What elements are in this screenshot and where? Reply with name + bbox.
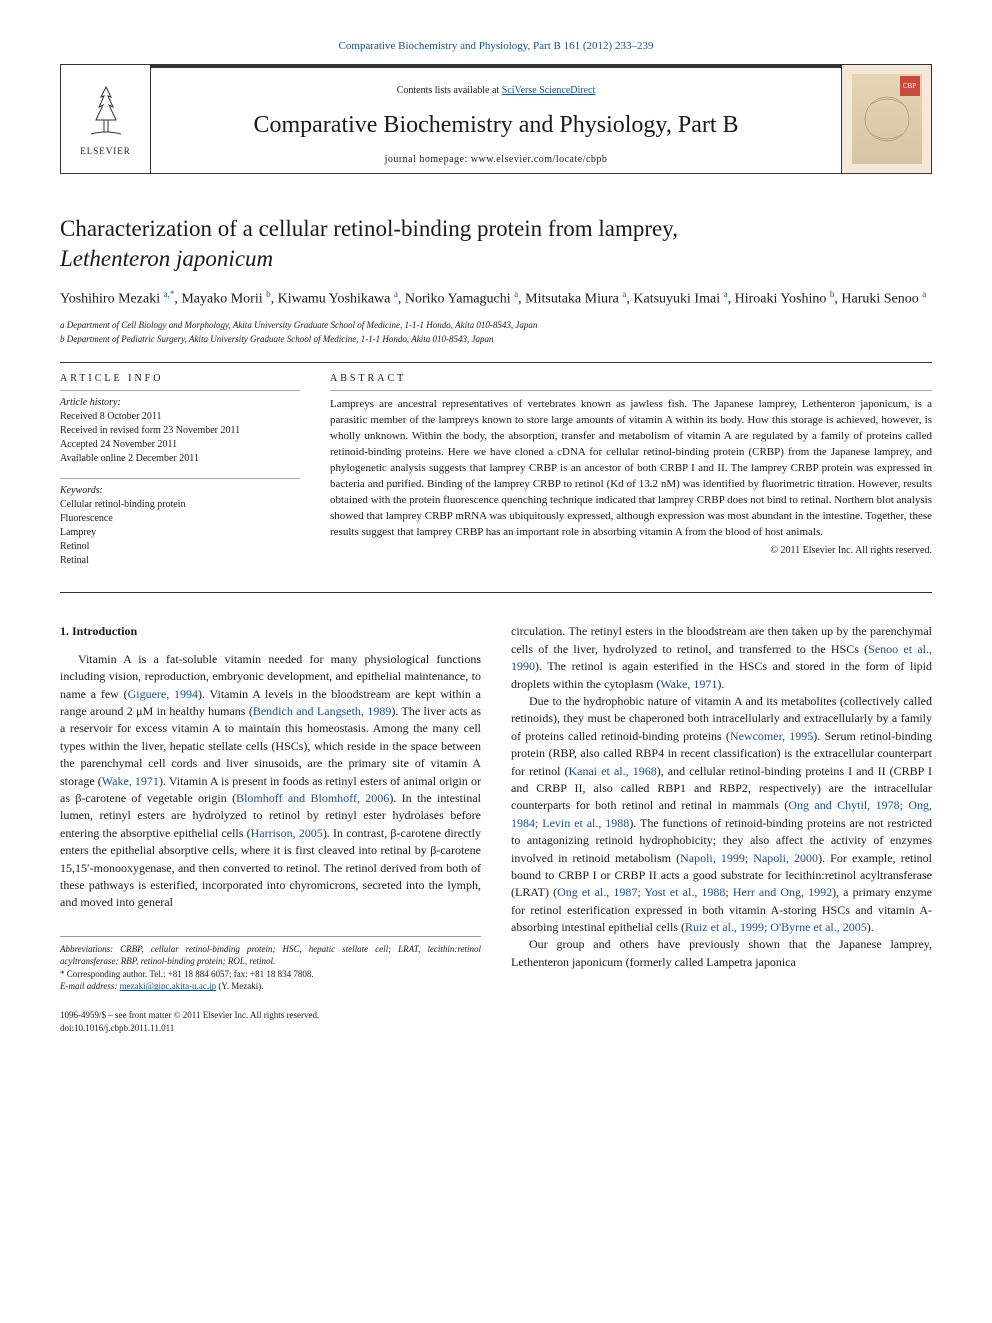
authors-list: Yoshihiro Mezaki a,*, Mayako Morii b, Ki… [60,288,932,310]
keywords-label: Keywords: [60,485,300,496]
journal-banner: ELSEVIER Contents lists available at Sci… [60,64,932,174]
banner-top-strip [151,65,841,68]
keyword: Retinal [60,554,300,568]
abstract-copyright: © 2011 Elsevier Inc. All rights reserved… [330,545,932,556]
footnotes-block: Abbreviations: CRBP, cellular retinol-bi… [60,936,481,993]
affiliations: a Department of Cell Biology and Morphol… [60,319,932,346]
right-column: circulation. The retinyl esters in the b… [511,623,932,1035]
publisher-name: ELSEVIER [80,146,131,156]
keyword: Fluorescence [60,512,300,526]
accepted-date: Accepted 24 November 2011 [60,438,300,452]
journal-citation-header[interactable]: Comparative Biochemistry and Physiology,… [60,40,932,52]
article-info-heading: ARTICLE INFO [60,373,300,384]
abstract-heading: ABSTRACT [330,373,932,384]
keyword: Cellular retinol-binding protein [60,498,300,512]
thin-divider [60,390,300,391]
journal-cover-thumb[interactable]: CBP [841,65,931,173]
section-heading-intro: 1. Introduction [60,623,481,640]
publisher-logo-block[interactable]: ELSEVIER [61,65,151,173]
body-paragraph: Due to the hydrophobic nature of vitamin… [511,693,932,936]
history-label: Article history: [60,397,300,408]
body-two-column: 1. Introduction Vitamin A is a fat-solub… [60,623,932,1035]
online-date: Available online 2 December 2011 [60,452,300,466]
revised-date: Received in revised form 23 November 201… [60,424,300,438]
affiliation: b Department of Pediatric Surgery, Akita… [60,333,932,347]
section-divider [60,592,932,593]
doi-line: doi:10.1016/j.cbpb.2011.11.011 [60,1022,319,1035]
contents-available-line: Contents lists available at SciVerse Sci… [151,85,841,96]
corresponding-author-note: * Corresponding author. Tel.: +81 18 884… [60,968,481,981]
front-matter-line: 1096-4959/$ – see front matter © 2011 El… [60,1009,319,1022]
body-paragraph: Vitamin A is a fat-soluble vitamin neede… [60,651,481,912]
keyword: Lamprey [60,526,300,540]
abstract-text: Lampreys are ancestral representatives o… [330,397,932,540]
body-paragraph: circulation. The retinyl esters in the b… [511,623,932,693]
received-date: Received 8 October 2011 [60,410,300,424]
thin-divider [60,478,300,479]
thin-divider [330,390,932,391]
journal-homepage: journal homepage: www.elsevier.com/locat… [151,154,841,165]
article-title: Characterization of a cellular retinol-b… [60,214,932,274]
sciencedirect-link[interactable]: SciVerse ScienceDirect [502,85,596,96]
banner-center: Contents lists available at SciVerse Sci… [151,65,841,173]
body-paragraph: Our group and others have previously sho… [511,936,932,971]
article-info-block: ARTICLE INFO Article history: Received 8… [60,373,300,568]
section-divider [60,362,932,363]
email-note: E-mail address: mezaki@gipc.akita-u.ac.j… [60,980,481,993]
elsevier-tree-icon [81,82,131,142]
page-footer: 1096-4959/$ – see front matter © 2011 El… [60,1009,481,1035]
left-column: 1. Introduction Vitamin A is a fat-solub… [60,623,481,1035]
keyword: Retinol [60,540,300,554]
abstract-block: ABSTRACT Lampreys are ancestral represen… [330,373,932,568]
abbreviations-note: Abbreviations: CRBP, cellular retinol-bi… [60,943,481,968]
journal-name: Comparative Biochemistry and Physiology,… [151,112,841,139]
affiliation: a Department of Cell Biology and Morphol… [60,319,932,333]
email-link[interactable]: mezaki@gipc.akita-u.ac.jp [120,981,217,991]
